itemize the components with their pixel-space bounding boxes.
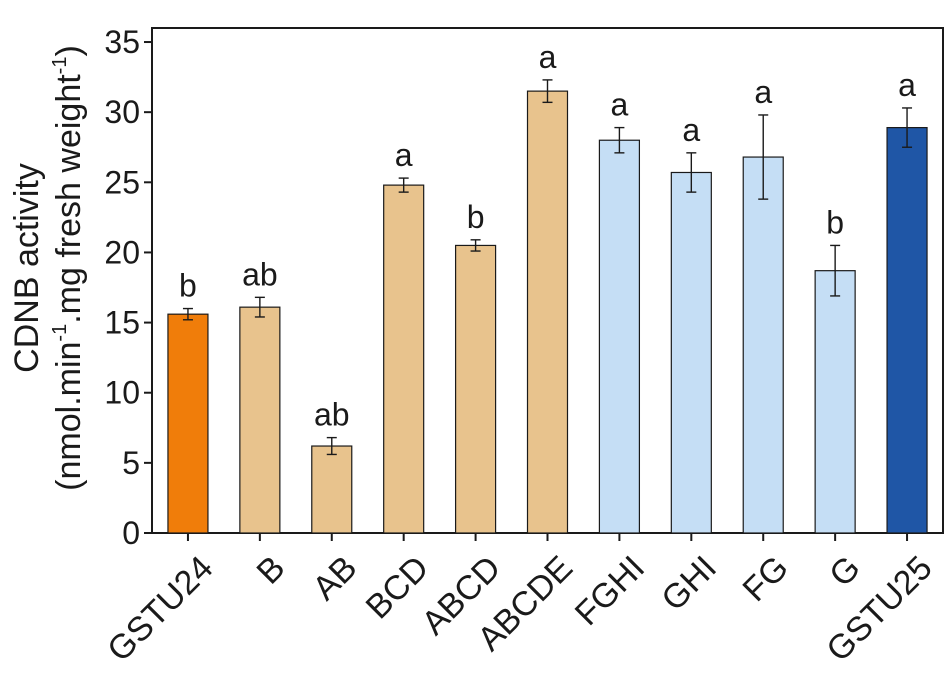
bar: [311, 445, 353, 534]
y-tick-label: 30: [104, 94, 140, 130]
significance-letter: a: [395, 137, 413, 173]
bar: [526, 90, 569, 534]
y-tick-label: 25: [104, 164, 140, 200]
significance-letter: a: [754, 74, 772, 110]
y-axis-label-line1: CDNB activity: [8, 163, 46, 373]
significance-letter: ab: [314, 397, 350, 433]
significance-letter: a: [898, 67, 916, 103]
x-tick-label: AB: [305, 549, 364, 608]
y-axis-label-line2: (nmol.min-1.mg fresh weight-1): [49, 45, 88, 491]
bar: [814, 270, 856, 534]
significance-letter: b: [179, 268, 197, 304]
bar: [383, 184, 425, 534]
y-axis-label-part: (nmol.min: [50, 342, 88, 491]
y-axis-label-part: ): [50, 45, 88, 56]
bar: [886, 126, 928, 534]
bar: [598, 139, 641, 534]
y-tick-label: 15: [104, 305, 140, 341]
y-tick-label: 10: [104, 375, 140, 411]
significance-letter: a: [682, 112, 700, 148]
y-axis-label-superscript: -1: [49, 57, 71, 75]
x-tick-label: GSTU24: [100, 549, 220, 669]
y-axis-label-part: .mg fresh weight: [50, 74, 88, 324]
y-tick-label: 35: [104, 24, 140, 60]
significance-letter: b: [826, 204, 844, 240]
y-tick-label: 5: [122, 445, 140, 481]
bar: [670, 171, 712, 534]
x-tick-label: B: [250, 549, 293, 592]
y-tick-label: 20: [104, 234, 140, 270]
bar: [239, 306, 281, 534]
y-axis-title: CDNB activity (nmol.min-1.mg fresh weigh…: [8, 45, 88, 491]
bar: [742, 156, 784, 534]
y-tick-label: 0: [122, 515, 140, 551]
y-axis-label-superscript: -1: [49, 324, 71, 342]
significance-letter: a: [611, 87, 629, 123]
x-tick-label: FG: [736, 549, 796, 609]
plot-area: 05101520253035bGSTU24abBabABaBCDbABCDaAB…: [100, 24, 944, 669]
bar: [167, 313, 209, 534]
x-tick-label: GHI: [654, 549, 724, 619]
x-tick-label: G: [822, 549, 868, 595]
significance-letter: ab: [242, 256, 278, 292]
x-tick-label: FGHI: [568, 549, 652, 633]
significance-letter: b: [467, 199, 485, 235]
significance-letter: a: [539, 39, 557, 75]
bar: [454, 244, 497, 534]
